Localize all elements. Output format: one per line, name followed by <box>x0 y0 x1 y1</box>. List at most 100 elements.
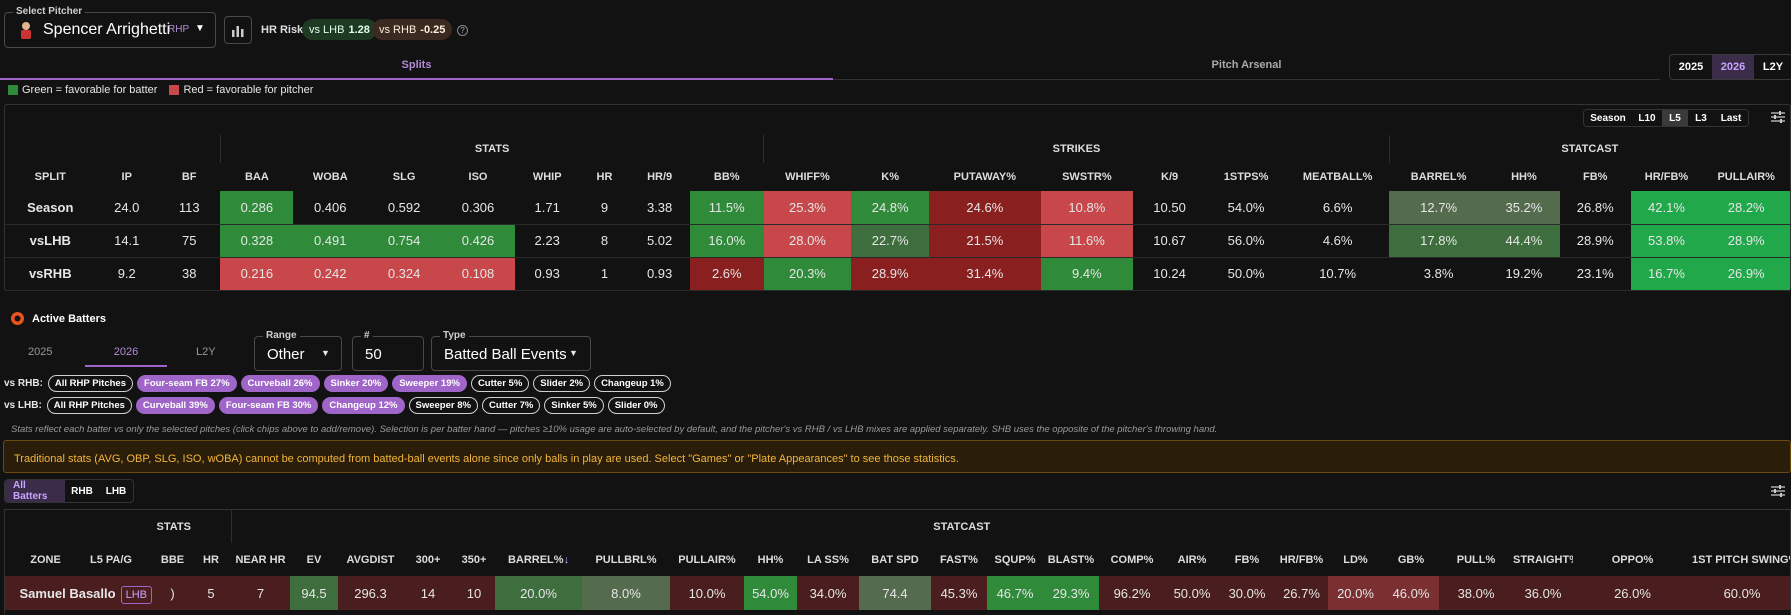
pitch-chip[interactable]: Curveball 39% <box>135 397 215 414</box>
red-swatch <box>169 85 180 95</box>
col-header[interactable]: BF <box>181 171 197 183</box>
col-header[interactable]: GB% <box>1397 553 1425 566</box>
pitch-chip[interactable]: Sinker 5% <box>544 397 604 414</box>
year-l2y[interactable]: L2Y <box>1762 61 1784 73</box>
col-header[interactable]: 1STPS% <box>1223 171 1269 183</box>
col-header[interactable]: WOBA <box>312 171 348 183</box>
col-header[interactable]: HH% <box>1511 171 1537 183</box>
range-l3[interactable]: L3 <box>1695 112 1707 124</box>
pitch-chip[interactable]: Slider 0% <box>607 397 665 414</box>
tab-splits[interactable]: Splits <box>0 52 833 80</box>
pitcher-select[interactable]: Select Pitcher Spencer Arrighetti RHP ▼ <box>4 6 216 48</box>
year-2025[interactable]: 2025 <box>1678 61 1704 73</box>
col-header[interactable]: PULLAIR% <box>1717 171 1775 183</box>
year-2026[interactable]: 2026 <box>1712 55 1754 79</box>
col-header[interactable]: HR <box>203 553 219 566</box>
col-header[interactable]: STRAIGHT% <box>1513 553 1573 566</box>
pitch-chip[interactable]: Four-seam FB 30% <box>218 397 319 414</box>
col-header[interactable]: NEAR HR <box>235 553 286 566</box>
count-input[interactable]: # 50 <box>352 330 424 371</box>
col-header[interactable]: BAT SPD <box>871 553 919 566</box>
col-header[interactable]: HR/9 <box>647 171 673 183</box>
col-header[interactable]: MEATBALL% <box>1302 171 1373 183</box>
col-header[interactable]: FAST% <box>940 553 978 566</box>
col-header[interactable]: WHIP <box>532 171 562 183</box>
col-header[interactable]: OPPO% <box>1611 553 1654 566</box>
col-header[interactable]: FB% <box>1234 553 1260 566</box>
split-cell: 26.9% <box>1702 257 1790 291</box>
type-select[interactable]: Type Batted Ball Events ▼ <box>431 330 591 371</box>
col-header[interactable]: PULLBRL% <box>595 553 657 566</box>
tab-pitch-arsenal[interactable]: Pitch Arsenal <box>833 52 1660 80</box>
batter-year-2025[interactable]: 2025 <box>28 346 53 358</box>
pitch-chip[interactable]: All RHP Pitches <box>47 375 134 392</box>
batter-year-l2y[interactable]: L2Y <box>196 346 216 358</box>
col-header[interactable]: HR/FB% <box>1279 553 1324 566</box>
chart-button[interactable] <box>224 16 252 44</box>
pitch-chip[interactable]: Sweeper 8% <box>408 397 478 414</box>
help-icon[interactable]: ? <box>457 25 468 36</box>
col-header[interactable]: SWSTR% <box>1062 171 1112 183</box>
batter-year-2026[interactable]: 2026 <box>85 340 167 367</box>
batter-row[interactable]: Samuel Basallo LHB) 5 7 94.5 296.3 14 10 20.0% 8.… <box>5 576 1790 610</box>
filter-rhb[interactable]: RHB <box>71 485 93 497</box>
col-header[interactable]: K% <box>881 171 900 183</box>
rhb-chip-row: vs RHB: All RHP Pitches Four-seam FB 27% C… <box>4 375 675 392</box>
col-header[interactable]: FB% <box>1582 171 1608 183</box>
settings-sliders-icon[interactable] <box>1771 110 1785 127</box>
pitch-chip[interactable]: Four-seam FB 27% <box>137 375 237 392</box>
col-header[interactable]: PUTAWAY% <box>953 171 1017 183</box>
split-cell: 8 <box>579 224 630 258</box>
pitch-chip[interactable]: Changeup 12% <box>322 397 405 414</box>
filter-all-batters[interactable]: All Batters <box>5 480 65 502</box>
batter-cell: 8.0% <box>582 576 670 610</box>
col-header[interactable]: HR <box>596 171 613 183</box>
col-header[interactable]: COMP% <box>1110 553 1154 566</box>
pitch-chip[interactable]: Changeup 1% <box>594 375 671 392</box>
pitch-chip[interactable]: Cutter 5% <box>470 375 530 392</box>
col-header[interactable]: BARREL%↓ <box>507 553 570 566</box>
col-header[interactable]: WHIFF% <box>785 171 830 183</box>
col-header[interactable]: PULLAIR% <box>678 553 736 566</box>
settings-sliders-icon[interactable] <box>1771 484 1785 501</box>
col-header[interactable]: SLG <box>392 171 416 183</box>
col-header[interactable]: IP <box>121 171 132 183</box>
pitch-chip[interactable]: Sinker 20% <box>323 375 389 392</box>
col-header[interactable]: LD% <box>1343 553 1368 566</box>
range-l5[interactable]: L5 <box>1662 110 1688 126</box>
col-header[interactable]: BB% <box>713 171 740 183</box>
col-header[interactable]: HR/FB% <box>1644 171 1689 183</box>
col-header[interactable]: PULL% <box>1456 553 1496 566</box>
batter-name-cell[interactable]: Samuel Basallo LHB <box>5 576 154 610</box>
col-header[interactable]: SPLIT <box>34 171 66 183</box>
col-header[interactable]: ZONE <box>30 553 61 566</box>
split-cell: 22.7% <box>851 224 930 258</box>
legend-red-label: Red = favorable for pitcher <box>183 84 314 96</box>
range-last[interactable]: Last <box>1720 112 1742 124</box>
col-header[interactable]: 350+ <box>461 553 487 566</box>
pitch-chip[interactable]: Slider 2% <box>533 375 591 392</box>
col-header[interactable]: SQUP% <box>994 553 1036 566</box>
filter-lhb[interactable]: LHB <box>105 485 127 497</box>
col-header[interactable]: HH% <box>757 553 784 566</box>
col-header[interactable]: L5 PA/G <box>90 553 132 566</box>
pitch-chip[interactable]: Sweeper 19% <box>392 375 467 392</box>
col-header[interactable]: BLAST% <box>1047 553 1095 566</box>
pitch-chip[interactable]: Curveball 26% <box>240 375 320 392</box>
pitch-chip[interactable]: All RHP Pitches <box>46 397 132 414</box>
range-select[interactable]: Range Other ▼ <box>254 330 342 371</box>
col-header[interactable]: EV <box>306 553 322 566</box>
range-season[interactable]: Season <box>1590 112 1626 124</box>
pitch-chip[interactable]: Cutter 7% <box>481 397 541 414</box>
range-l10[interactable]: L10 <box>1638 112 1656 124</box>
col-header[interactable]: 300+ <box>415 553 441 566</box>
col-header[interactable]: BBE <box>160 553 185 566</box>
col-header[interactable]: BARREL% <box>1410 171 1467 183</box>
col-header[interactable]: ISO <box>468 171 488 183</box>
col-header[interactable]: BAA <box>244 171 269 183</box>
col-header[interactable]: LA SS% <box>807 553 849 566</box>
col-header[interactable]: 1ST PITCH SWING% <box>1692 553 1791 566</box>
col-header[interactable]: AIR% <box>1177 553 1207 566</box>
col-header[interactable]: K/9 <box>1161 171 1179 183</box>
col-header[interactable]: AVGDIST <box>346 553 395 566</box>
